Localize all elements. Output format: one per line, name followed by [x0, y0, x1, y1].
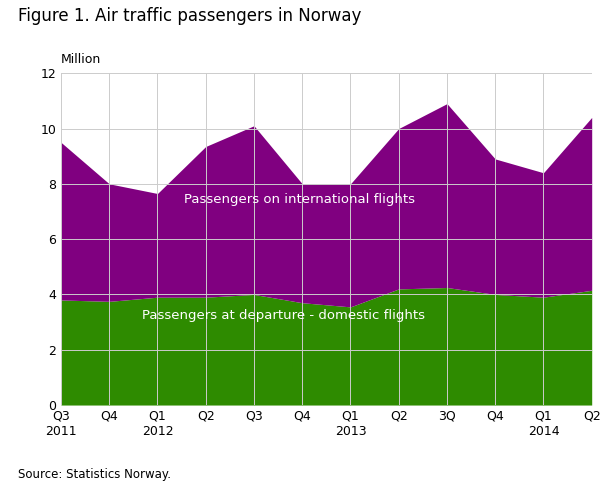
Text: Figure 1. Air traffic passengers in Norway: Figure 1. Air traffic passengers in Norw… — [18, 7, 362, 25]
Text: Passengers on international flights: Passengers on international flights — [184, 193, 415, 206]
Text: Source: Statistics Norway.: Source: Statistics Norway. — [18, 468, 171, 481]
Text: Million: Million — [61, 53, 101, 66]
Text: Passengers at departure - domestic flights: Passengers at departure - domestic fligh… — [142, 309, 425, 322]
